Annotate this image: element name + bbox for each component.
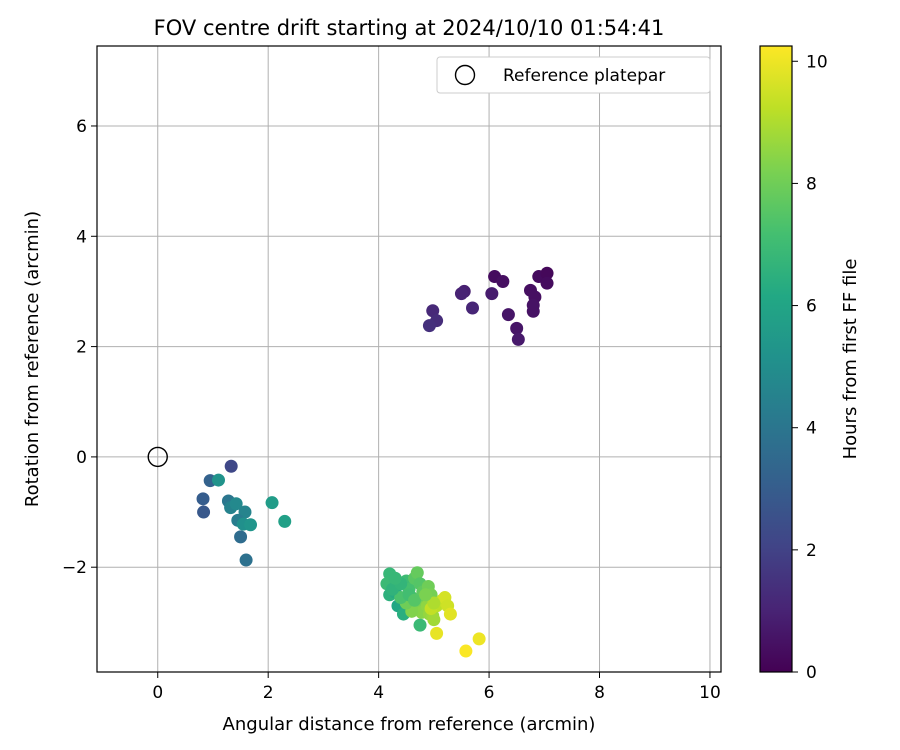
colorbar-label: Hours from first FF file — [840, 259, 861, 460]
colorbar-tick-label: 4 — [806, 419, 817, 439]
legend-entry-reference-platepar: Reference platepar — [503, 66, 665, 86]
y-tick-label: 4 — [76, 227, 87, 247]
scatter-point — [229, 497, 243, 511]
chart-title: FOV centre drift starting at 2024/10/10 … — [154, 16, 665, 40]
scatter-point — [485, 287, 499, 301]
scatter-point — [496, 275, 510, 289]
y-tick-label: 6 — [76, 117, 87, 137]
scatter-point — [510, 321, 524, 335]
scatter-point — [239, 553, 253, 567]
x-tick-label: 2 — [263, 683, 274, 703]
scatter-point — [413, 618, 427, 632]
scatter-point — [244, 518, 258, 532]
scatter-point — [278, 514, 292, 528]
x-axis-label: Angular distance from reference (arcmin) — [223, 714, 596, 735]
plot-frame — [96, 45, 722, 673]
y-tick-label: 2 — [76, 338, 87, 358]
reference-platepar-marker — [147, 446, 168, 468]
y-axis-ticks: −2 0 2 4 6 — [62, 117, 97, 578]
legend-reference-marker — [454, 64, 476, 86]
colorbar: 0 2 4 6 8 10 Hours from first FF file — [759, 45, 861, 683]
x-tick-label: 6 — [484, 683, 495, 703]
scatter-point — [196, 492, 210, 506]
scatter-point — [540, 266, 554, 280]
colorbar-ticks: 0 2 4 6 8 10 — [792, 52, 828, 683]
scatter-point — [224, 459, 238, 473]
scatter-point — [459, 644, 473, 658]
scatter-point — [511, 332, 525, 346]
x-tick-label: 4 — [373, 683, 384, 703]
scatter-point — [388, 571, 402, 585]
scatter-point — [419, 588, 433, 602]
x-tick-label: 8 — [594, 683, 605, 703]
x-axis-ticks: 0 2 4 6 8 10 — [152, 672, 721, 703]
scatter-point — [265, 496, 279, 510]
reference-marker-group — [147, 446, 168, 468]
scatter-point — [540, 276, 554, 290]
y-tick-label: −2 — [62, 558, 87, 578]
legend-box — [436, 56, 711, 94]
scatter-point — [408, 593, 422, 607]
colorbar-tick-label: 6 — [806, 297, 817, 317]
colorbar-tick-label: 0 — [806, 663, 817, 683]
scatter-point — [526, 304, 540, 318]
colorbar-gradient — [759, 45, 793, 673]
scatter-point — [197, 505, 211, 519]
scatter-point — [466, 301, 480, 315]
scatter-point — [427, 596, 441, 610]
colorbar-tick-label: 10 — [806, 52, 828, 72]
scatter-point — [501, 308, 515, 322]
scatter-point — [472, 632, 486, 646]
legend: Reference platepar — [436, 56, 711, 94]
scatter-point — [427, 613, 441, 627]
grid-lines — [97, 46, 721, 672]
x-tick-label: 10 — [699, 683, 721, 703]
colorbar-tick-label: 2 — [806, 541, 817, 561]
scatter-point — [443, 607, 457, 621]
x-tick-label: 0 — [152, 683, 163, 703]
scatter-point — [426, 304, 440, 318]
colorbar-tick-label: 8 — [806, 174, 817, 194]
scatter-point — [422, 319, 436, 333]
scatter-point — [234, 530, 248, 544]
scatter-point — [410, 566, 424, 580]
y-axis-label: Rotation from reference (arcmin) — [22, 211, 43, 507]
scatter-point — [454, 287, 468, 301]
scatter-points — [196, 266, 554, 658]
scatter-point — [211, 473, 225, 487]
scatter-point — [430, 626, 444, 640]
y-tick-label: 0 — [76, 448, 87, 468]
